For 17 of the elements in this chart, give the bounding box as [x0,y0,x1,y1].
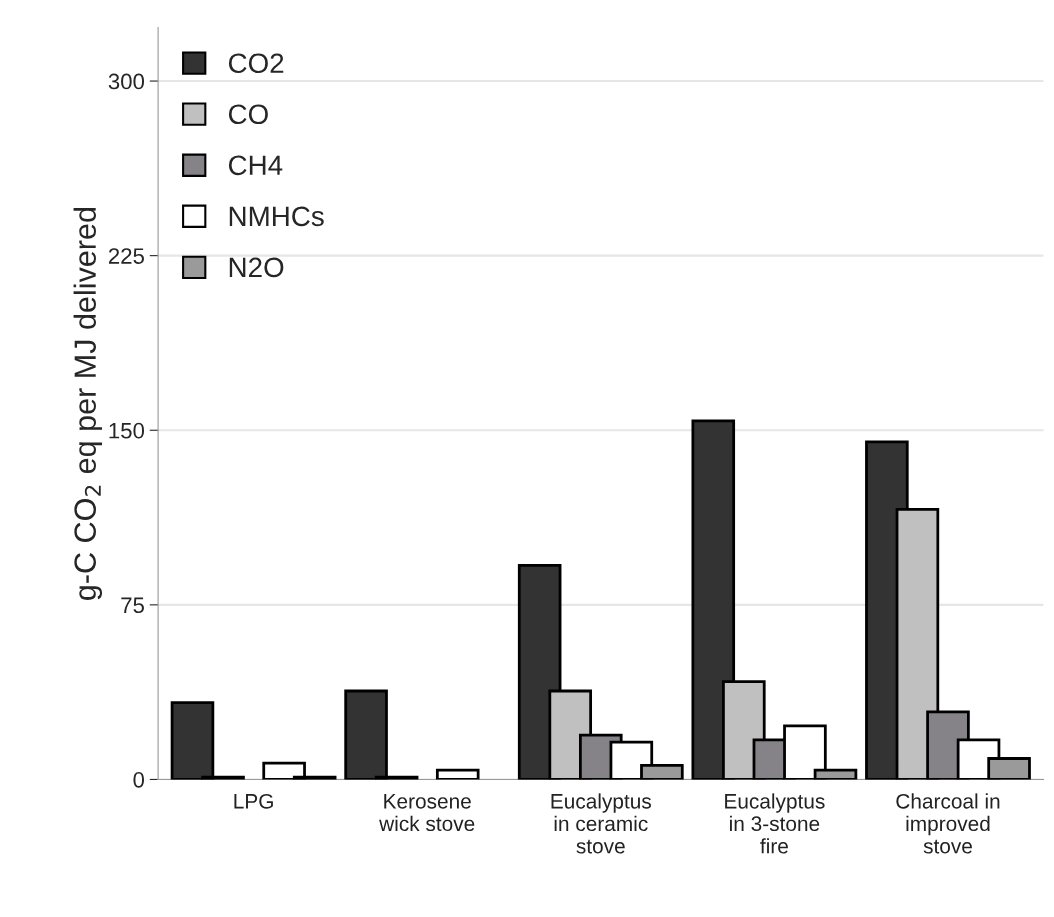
y-tick-label: 150 [109,422,145,439]
y-tick-label: 75 [121,597,144,614]
legend-label: CO [228,104,268,125]
legend-label: N2O [229,257,284,278]
x-tick-label: LPG [234,793,273,809]
x-tick-label: Eucalyptus in ceramic stove [551,793,651,854]
y-tick-label: 225 [108,248,144,264]
x-tick-label: Kerosene wick stove [379,794,475,832]
x-tick-label: Eucalyptus in 3-stone fire [725,793,825,854]
legend-label: NMHCs [229,206,324,227]
x-tick-label: Charcoal in improved stove [896,793,1000,854]
legend-label: CH4 [228,155,283,176]
y-tick-label: 0 [133,771,145,788]
y-axis-title: g-C CO$_{2}$ eq per MJ delivered [73,208,103,600]
y-tick-label: 300 [108,73,145,90]
bar [435,768,480,780]
legend-label: CO2 [228,53,284,74]
